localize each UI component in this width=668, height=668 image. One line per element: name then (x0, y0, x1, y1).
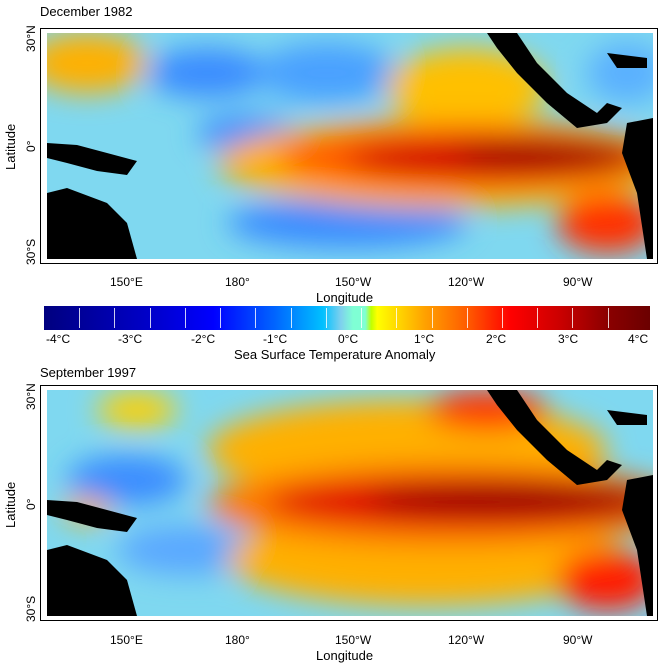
colorbar-tick-mark (537, 308, 539, 328)
colorbar-tick-mark (79, 308, 81, 328)
land-mask (47, 390, 653, 616)
colorbar-tick: -2°C (191, 332, 216, 346)
panel2-map-frame (40, 385, 658, 621)
colorbar-tick-mark (325, 308, 327, 328)
colorbar-tick: 1°C (414, 332, 435, 346)
panel1-lon-tick: 150°W (335, 275, 372, 289)
panel2-lon-tick: 90°W (563, 633, 593, 647)
colorbar-label: Sea Surface Temperature Anomaly (234, 347, 436, 362)
panel1-xlabel: Longitude (316, 290, 374, 305)
colorbar-tick-mark (396, 308, 398, 328)
colorbar-tick-mark (255, 308, 257, 328)
panel1-lon-tick: 120°W (448, 275, 485, 289)
panel1-lat-tick-0: 0° (24, 140, 38, 152)
panel2-xlabel: Longitude (316, 648, 374, 663)
colorbar-tick-mark (149, 308, 151, 328)
panel2-ylabel: Latitude (3, 481, 18, 528)
colorbar-tick-mark (502, 308, 504, 328)
colorbar-tick-mark (361, 308, 363, 328)
colorbar-tick-mark (572, 308, 574, 328)
colorbar-tick-mark (220, 308, 222, 328)
colorbar-tick: 2°C (486, 332, 507, 346)
colorbar-tick-mark (431, 308, 433, 328)
colorbar-tick-mark (184, 308, 186, 328)
panel1-lon-tick: 150°E (110, 275, 143, 289)
colorbar-tick: 3°C (558, 332, 579, 346)
land-mask (47, 33, 653, 259)
colorbar-tick-mark (607, 308, 609, 328)
colorbar-tick: 4°C (628, 332, 649, 346)
panel2-sst-map (47, 390, 653, 616)
panel2-lon-tick: 150°E (110, 633, 143, 647)
panel2-lat-tick-30n: 30°N (24, 383, 38, 410)
panel2-lon-tick: 150°W (335, 633, 372, 647)
panel2-lat-tick-30s: 30°S (24, 595, 38, 622)
colorbar (44, 306, 650, 330)
colorbar-tick-mark (114, 308, 116, 328)
colorbar-tick: -4°C (46, 332, 71, 346)
colorbar-tick: -3°C (118, 332, 143, 346)
panel2-lon-tick: 180° (225, 633, 250, 647)
panel2-lon-tick: 120°W (448, 633, 485, 647)
panel1-lon-tick: 90°W (563, 275, 593, 289)
panel1-lat-tick-30s: 30°S (24, 238, 38, 265)
panel1-lon-tick: 180° (225, 275, 250, 289)
colorbar-ticks: -4°C -3°C -2°C -1°C 0°C 1°C 2°C 3°C 4°C (44, 332, 650, 346)
colorbar-tick-mark (466, 308, 468, 328)
panel2-title: September 1997 (40, 365, 137, 380)
colorbar-tick: 0°C (338, 332, 359, 346)
colorbar-tick: -1°C (263, 332, 288, 346)
panel1-lat-tick-30n: 30°N (24, 25, 38, 52)
panel1-title: December 1982 (40, 4, 133, 19)
panel1-ylabel: Latitude (3, 123, 18, 170)
colorbar-tick-mark (290, 308, 292, 328)
panel1-sst-map (47, 33, 653, 259)
panel1-map-frame (40, 28, 658, 264)
panel2-lat-tick-0: 0° (24, 498, 38, 510)
